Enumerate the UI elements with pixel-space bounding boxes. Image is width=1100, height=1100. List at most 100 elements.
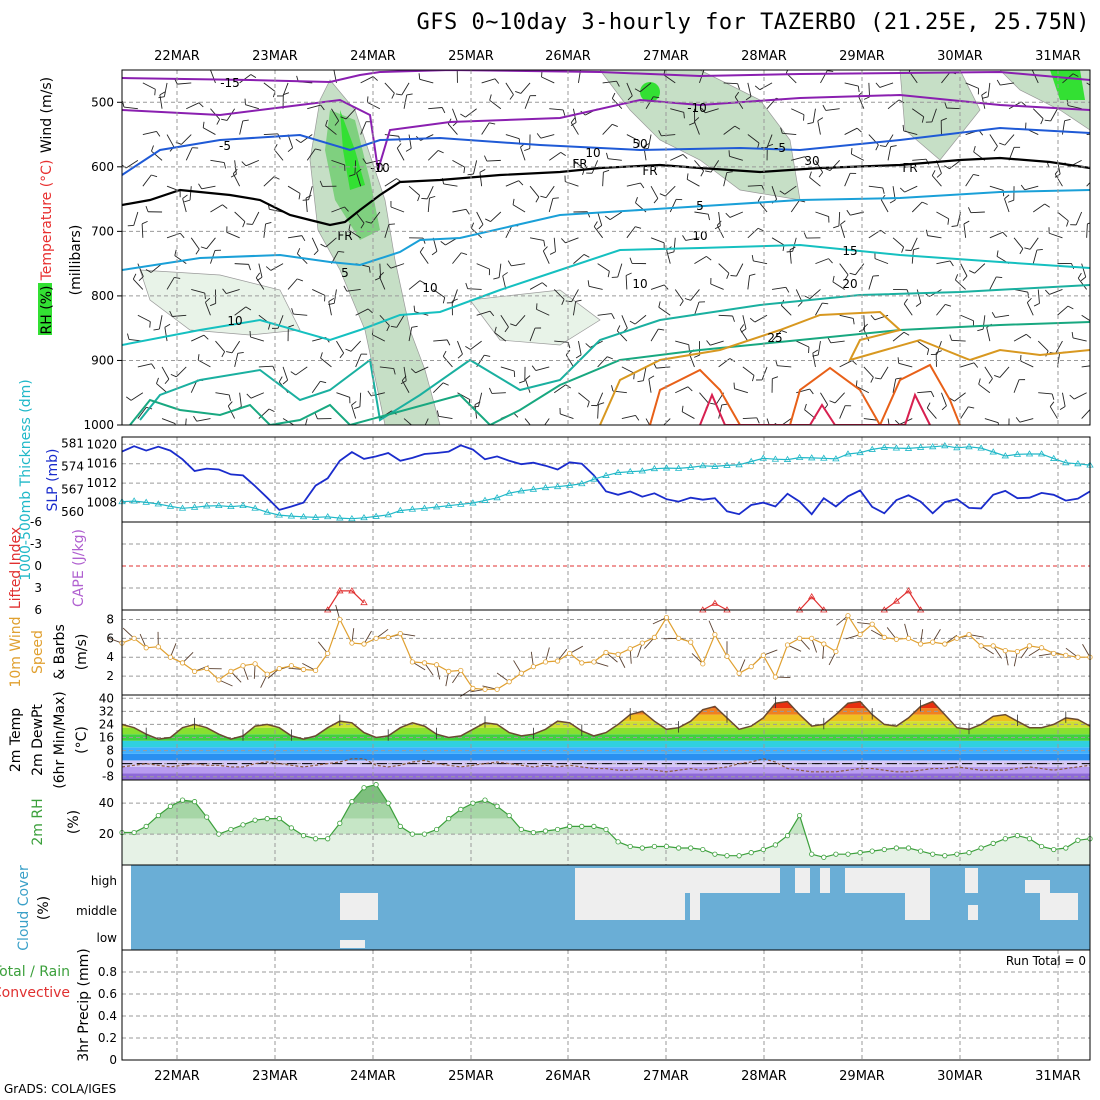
wind-barb	[210, 204, 223, 213]
wind-barb	[901, 246, 905, 253]
wind-barb	[282, 379, 288, 385]
wind-barb	[650, 185, 659, 199]
wind-barb	[542, 250, 550, 264]
wind-barb	[314, 413, 318, 419]
wind-barb	[154, 89, 156, 96]
wind-barb	[1091, 408, 1097, 410]
rh-label: 30	[804, 154, 819, 168]
wind-barb	[587, 280, 590, 287]
wind-barb	[812, 353, 816, 367]
wind-barb	[295, 138, 302, 143]
wind-barb	[825, 108, 840, 111]
wind-barb	[570, 117, 576, 123]
wind-barb	[868, 185, 883, 189]
wind-barb	[315, 148, 322, 151]
series-slp	[121, 444, 1091, 516]
wind-marker	[881, 634, 887, 640]
wind-barb	[965, 82, 979, 89]
wind-barb	[936, 260, 951, 265]
wind-barb	[803, 232, 807, 239]
wind-barb	[926, 402, 931, 409]
wind-barb	[263, 82, 276, 92]
wind-barb	[390, 325, 397, 328]
wind-marker	[917, 641, 924, 647]
y-axis-label-minmax: (6hr Min/Max)	[52, 691, 68, 788]
rh-marker	[712, 851, 718, 857]
wind-barb	[125, 159, 139, 169]
wind-barb	[408, 327, 413, 342]
y-axis-label-units: (%)	[36, 896, 52, 920]
wind-marker	[1051, 650, 1057, 657]
wind-barb	[949, 260, 954, 267]
wind-barb	[507, 260, 512, 267]
wind-barb	[339, 352, 345, 359]
wind-barb	[898, 99, 905, 104]
y-tick-label: 40	[99, 796, 114, 810]
wind-barb	[1021, 101, 1027, 107]
wind-barb	[913, 247, 920, 251]
wind-barb	[561, 238, 566, 244]
wind-barb	[287, 278, 298, 290]
y-tick-label: 0.4	[98, 1009, 117, 1023]
wind-barb	[772, 376, 779, 380]
wind-barb	[987, 82, 991, 97]
thickness-marker	[880, 443, 889, 450]
wind-barb	[679, 300, 684, 307]
wind-barb	[354, 160, 357, 175]
wind-barb	[478, 392, 483, 407]
wind-barb	[570, 122, 579, 135]
wind-barb	[319, 180, 323, 187]
wind-barb	[489, 310, 495, 317]
wind-barb	[142, 130, 157, 135]
rh-marker	[736, 853, 742, 859]
rh-marker	[482, 797, 488, 803]
wind-barb	[1096, 176, 1100, 178]
wind-barb	[525, 375, 531, 380]
wind-barb	[419, 78, 434, 84]
series-temp	[121, 700, 1091, 740]
wind-barb	[355, 308, 369, 316]
wind-barb	[156, 377, 159, 384]
cloud-cell	[340, 893, 378, 920]
wind-barb	[529, 237, 544, 241]
wind-barb	[189, 186, 192, 201]
wind-barb	[447, 123, 458, 135]
wind-barb	[903, 303, 913, 316]
wind-marker	[736, 670, 742, 676]
thickness-marker	[493, 494, 501, 501]
wind-barb	[227, 401, 233, 407]
wind-marker	[179, 660, 186, 666]
wind-barb	[518, 180, 524, 186]
series-lifted-index	[327, 590, 365, 611]
contour-label: -10	[370, 161, 390, 175]
wind-barb	[340, 116, 347, 120]
wind-barb	[541, 76, 555, 84]
cloud-cell	[968, 905, 978, 920]
wind-barb	[130, 392, 144, 401]
rh-marker	[131, 829, 137, 836]
wind-barb	[442, 356, 453, 368]
wind-barb	[505, 82, 514, 95]
wind-barb	[500, 366, 515, 372]
wind-barb	[457, 67, 463, 69]
wind-barb	[283, 92, 290, 96]
thickness-marker	[638, 467, 647, 474]
wind-barb	[688, 122, 695, 126]
wind-barb	[784, 185, 797, 195]
wind-barb	[442, 382, 449, 386]
wind-barb	[796, 340, 810, 348]
wind-barb	[675, 386, 689, 394]
wind-barb	[245, 159, 260, 167]
wind-barb	[699, 392, 709, 404]
wind-marker	[264, 671, 270, 677]
wind-barb	[656, 366, 671, 369]
wind-barb	[635, 226, 642, 229]
wind-barb	[856, 127, 862, 133]
wind-barb	[921, 116, 925, 123]
wind-barb	[481, 78, 496, 84]
wind-barb	[674, 289, 684, 302]
wind-barb	[809, 177, 821, 187]
wind-barb	[653, 198, 659, 204]
wind-barb	[625, 272, 632, 276]
y-axis-label-precip: 3hr Precip (mm)	[76, 948, 92, 1061]
